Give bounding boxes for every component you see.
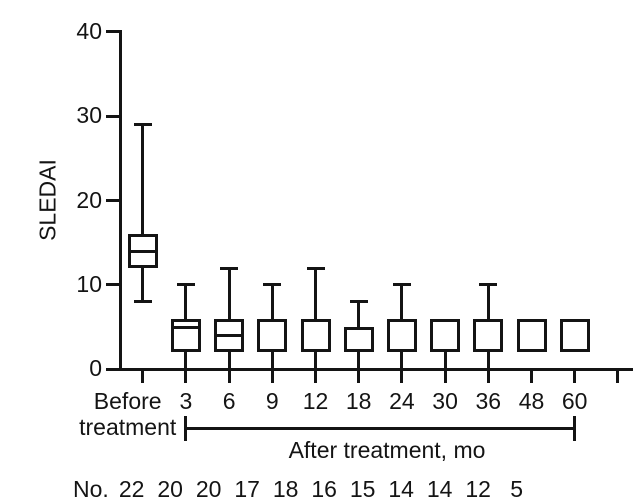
iqr-box [300, 318, 331, 353]
x-tick-label: 12 [302, 388, 329, 414]
iqr-box [386, 318, 417, 353]
y-axis-title: SLEDAI [34, 159, 61, 241]
upper-whisker-cap [263, 283, 282, 287]
x-axis-line [118, 367, 633, 371]
upper-whisker [227, 268, 231, 319]
iqr-box [559, 318, 590, 353]
bracket-line [185, 426, 575, 430]
x-tick-label: 48 [518, 388, 545, 414]
median-line [214, 334, 245, 338]
y-tick [106, 199, 120, 202]
lower-whisker [486, 352, 490, 370]
iqr-box [170, 318, 201, 353]
x-tick [357, 369, 361, 384]
y-tick [106, 114, 120, 118]
x-tick [530, 369, 533, 384]
upper-whisker [270, 284, 274, 319]
bracket-right-cap [573, 416, 577, 441]
upper-whisker-cap [306, 266, 325, 270]
x-tick-label: 6 [222, 388, 236, 414]
lower-whisker [227, 352, 231, 370]
count-value: 17 [234, 476, 260, 499]
lower-whisker [400, 352, 404, 370]
count-value: 20 [195, 476, 222, 499]
count-value: 5 [510, 476, 524, 499]
x-tick-extra [616, 369, 620, 384]
x-tick [314, 369, 317, 384]
iqr-box [430, 318, 461, 353]
count-value: 20 [157, 476, 183, 499]
x-tick-label: 24 [389, 388, 415, 414]
x-tick [400, 369, 404, 384]
lower-whisker-cap [133, 300, 152, 304]
count-value: 22 [118, 476, 145, 499]
x-tick-label: 60 [561, 388, 588, 414]
x-tick-label: 30 [432, 388, 458, 414]
median-line [170, 325, 201, 329]
count-value: 16 [311, 476, 337, 499]
iqr-box [257, 318, 288, 353]
y-tick [106, 30, 120, 34]
x-tick-label: 36 [475, 388, 502, 414]
upper-whisker [400, 284, 404, 319]
lower-whisker [357, 352, 361, 370]
y-tick-label: 20 [76, 186, 102, 213]
x-tick-label: 9 [265, 388, 279, 414]
count-value: 15 [349, 476, 376, 499]
upper-whisker-cap [176, 283, 195, 287]
y-tick-label: 30 [76, 102, 102, 129]
lower-whisker [270, 352, 274, 370]
y-tick [106, 283, 120, 287]
y-tick-label: 0 [89, 355, 102, 382]
count-value: 14 [388, 476, 414, 499]
iqr-box [516, 318, 547, 353]
upper-whisker-cap [220, 266, 239, 270]
y-tick [106, 367, 120, 371]
x-tick-label: Before treatment [79, 388, 177, 440]
upper-whisker [184, 284, 188, 319]
upper-whisker [486, 284, 490, 319]
iqr-box [343, 327, 374, 353]
lower-whisker [443, 352, 447, 370]
x-tick [270, 369, 274, 384]
upper-whisker [314, 268, 317, 319]
upper-whisker [357, 301, 361, 328]
median-line [127, 249, 158, 253]
x-tick [486, 369, 490, 384]
count-value: 18 [272, 476, 299, 499]
y-axis-line [118, 30, 122, 371]
lower-whisker [184, 352, 188, 370]
upper-whisker [141, 124, 145, 235]
x-tick [443, 369, 447, 384]
x-tick [227, 369, 231, 384]
upper-whisker-cap [349, 300, 368, 304]
x-tick [573, 369, 577, 384]
bracket-left-cap [184, 416, 188, 441]
upper-whisker-cap [479, 283, 498, 287]
y-tick-label: 40 [76, 17, 102, 44]
x-tick-label: 18 [345, 388, 372, 414]
after-treatment-bracket-label: After treatment, mo [288, 437, 486, 463]
upper-whisker-cap [392, 283, 411, 287]
counts-row-prefix: No. [73, 476, 109, 499]
x-tick [141, 369, 145, 384]
iqr-box [473, 318, 504, 353]
x-tick [184, 369, 188, 384]
x-tick-label: 3 [179, 388, 193, 414]
count-value: 12 [465, 476, 491, 499]
count-value: 14 [426, 476, 453, 499]
y-tick-label: 10 [76, 270, 102, 297]
lower-whisker [141, 268, 145, 302]
upper-whisker-cap [133, 123, 152, 127]
lower-whisker [314, 352, 317, 370]
